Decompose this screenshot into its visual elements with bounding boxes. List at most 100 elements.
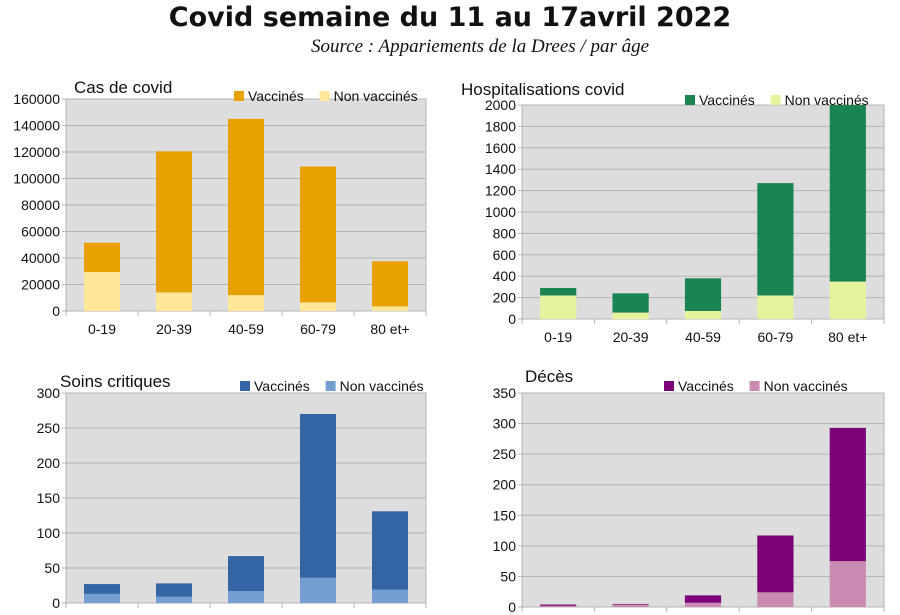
x-tick-label: 40-59 <box>685 329 721 345</box>
bar-vaccines-20-39 <box>156 151 192 293</box>
bar-vaccines-60-79 <box>300 414 336 578</box>
chart-title: Soins critiques <box>60 372 171 391</box>
bar-vaccines-60-79 <box>757 183 794 296</box>
y-tick-label: 150 <box>37 490 61 506</box>
y-tick-label: 350 <box>493 385 517 401</box>
legend-label: Vaccinés <box>678 378 734 394</box>
bar-non-vaccines-40-59 <box>228 295 264 311</box>
bar-non-vaccines-80-et <box>372 589 408 603</box>
y-tick-label: 300 <box>37 385 61 401</box>
y-tick-label: 60000 <box>21 224 60 240</box>
bar-non-vaccines-0-19 <box>84 593 120 603</box>
bar-vaccines-80-et <box>829 105 866 282</box>
bar-non-vaccines-20-39 <box>156 292 192 311</box>
y-tick-label: 80000 <box>21 197 60 213</box>
y-tick-label: 250 <box>493 446 517 462</box>
y-tick-label: 150 <box>493 507 517 523</box>
bar-vaccines-80-et <box>372 511 408 590</box>
bar-vaccines-20-39 <box>612 603 649 605</box>
bar-vaccines-40-59 <box>684 278 722 311</box>
y-tick-label: 400 <box>493 268 517 284</box>
y-tick-label: 50 <box>500 568 516 584</box>
legend-label: Non vaccinés <box>340 378 424 394</box>
legend-label: Non vaccinés <box>764 378 848 394</box>
y-tick-label: 160000 <box>13 91 60 107</box>
legend-label: Vaccinés <box>254 378 310 394</box>
legend-label: Vaccinés <box>699 92 755 108</box>
bar-vaccines-60-79 <box>757 535 794 593</box>
page-title: Covid semaine du 11 au 17avril 2022 <box>168 2 732 33</box>
bar-vaccines-60-79 <box>300 166 336 303</box>
bar-vaccines-0-19 <box>540 287 577 296</box>
bar-non-vaccines-20-39 <box>612 312 649 319</box>
bar-vaccines-40-59 <box>228 118 264 296</box>
x-tick-label: 0-19 <box>544 329 572 345</box>
legend-swatch <box>319 91 330 101</box>
y-tick-label: 1200 <box>485 183 516 199</box>
x-tick-label: 60-79 <box>300 321 336 337</box>
x-tick-label: 0-19 <box>88 321 116 337</box>
chart-title: Hospitalisations covid <box>461 80 624 99</box>
bar-non-vaccines-80-et <box>372 306 408 311</box>
y-tick-label: 120000 <box>13 144 60 160</box>
x-tick-label: 60-79 <box>757 329 793 345</box>
bar-non-vaccines-20-39 <box>156 596 192 603</box>
x-tick-label: 20-39 <box>613 329 649 345</box>
y-tick-label: 200 <box>493 477 517 493</box>
bar-vaccines-40-59 <box>684 595 722 603</box>
x-tick-label: 80 et+ <box>370 321 409 337</box>
y-tick-label: 100 <box>37 525 61 541</box>
bar-vaccines-0-19 <box>540 604 577 606</box>
bar-vaccines-80-et <box>372 261 408 307</box>
legend-swatch <box>325 381 336 391</box>
legend-swatch <box>240 381 250 391</box>
bar-vaccines-20-39 <box>156 583 192 597</box>
legend-label: Non vaccinés <box>334 88 418 104</box>
page-subtitle: Source : Appariements de la Drees / par … <box>310 36 650 57</box>
bar-non-vaccines-40-59 <box>684 602 722 607</box>
y-tick-label: 200 <box>37 455 61 471</box>
bar-vaccines-0-19 <box>84 242 120 272</box>
y-tick-label: 1400 <box>485 161 516 177</box>
legend-swatch <box>749 381 760 391</box>
bar-non-vaccines-60-79 <box>757 295 794 319</box>
bar-non-vaccines-60-79 <box>300 302 336 311</box>
y-tick-label: 1000 <box>485 204 516 220</box>
legend-label: Vaccinés <box>248 88 304 104</box>
legend-swatch <box>664 381 674 391</box>
y-tick-label: 40000 <box>21 250 60 266</box>
y-tick-label: 50 <box>44 560 60 576</box>
y-tick-label: 300 <box>493 416 517 432</box>
y-tick-label: 1600 <box>485 140 516 156</box>
chart-title: Décès <box>525 367 573 386</box>
bar-vaccines-40-59 <box>228 556 264 592</box>
legend-swatch <box>234 91 244 101</box>
bar-non-vaccines-0-19 <box>540 295 577 319</box>
bar-non-vaccines-60-79 <box>757 592 794 607</box>
bar-vaccines-0-19 <box>84 584 120 594</box>
y-tick-label: 20000 <box>21 277 60 293</box>
legend-swatch <box>770 95 781 105</box>
x-tick-label: 40-59 <box>228 321 264 337</box>
y-tick-label: 100000 <box>13 171 60 187</box>
bar-non-vaccines-80-et <box>829 281 866 319</box>
bar-non-vaccines-80-et <box>829 561 866 607</box>
bar-non-vaccines-40-59 <box>684 310 722 319</box>
bar-non-vaccines-20-39 <box>612 604 649 607</box>
y-tick-label: 600 <box>493 247 517 263</box>
bar-non-vaccines-0-19 <box>84 271 120 311</box>
legend-label: Non vaccinés <box>785 92 869 108</box>
legend-swatch <box>685 95 695 105</box>
y-tick-label: 1800 <box>485 118 516 134</box>
y-tick-label: 0 <box>52 595 60 611</box>
bar-non-vaccines-40-59 <box>228 591 264 603</box>
y-tick-label: 140000 <box>13 118 60 134</box>
y-tick-label: 2000 <box>485 97 516 113</box>
y-tick-label: 0 <box>508 599 516 615</box>
bar-vaccines-20-39 <box>612 293 649 313</box>
plot-area <box>521 392 885 608</box>
